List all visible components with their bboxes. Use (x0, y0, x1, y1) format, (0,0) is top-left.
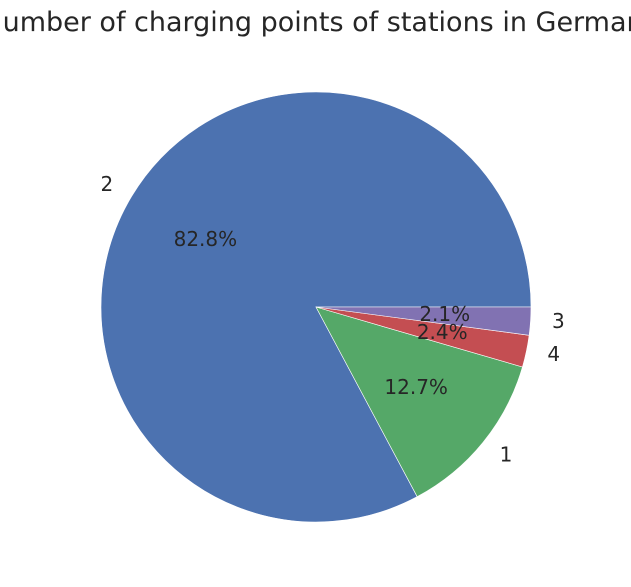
pie-labels: 2 82.8% 1 12.7% 4 2.4% 3 2.1% (100, 172, 564, 467)
chart-title: Number of charging points of stations in… (0, 7, 631, 38)
pie-slice-1 (315, 306, 523, 498)
pie-slices (100, 91, 532, 523)
slice-pct-3: 2.1% (419, 302, 470, 326)
slice-label-2: 2 (100, 172, 113, 196)
slice-pct-1: 12.7% (384, 375, 448, 399)
slice-label-1: 1 (500, 443, 513, 467)
slice-pct-4: 2.4% (417, 320, 468, 344)
pie-slice-3 (315, 306, 532, 336)
slice-label-3: 3 (552, 309, 565, 333)
slice-pct-2: 82.8% (174, 227, 238, 251)
slice-label-4: 4 (547, 342, 560, 366)
